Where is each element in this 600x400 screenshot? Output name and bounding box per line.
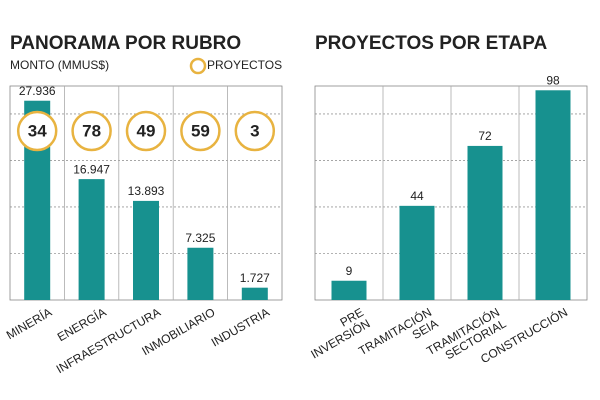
bar [241,287,268,300]
project-circle [16,110,58,152]
chart-title: PANORAMA POR RUBRO [10,33,241,54]
bar [399,205,435,300]
legend-label: PROYECTOS [207,58,282,72]
project-count: 3 [250,121,259,140]
value-label: 44 [410,189,424,203]
bar [331,280,367,300]
project-circle [71,110,112,152]
project-circle [180,110,221,152]
x-tick-label: INFRAESTRUCTURA [54,305,163,376]
chart-subtitle: MONTO (MMUS$) [10,58,109,72]
value-label: 13.893 [128,184,165,198]
value-label: 7.325 [185,231,215,245]
bar [187,247,214,300]
project-count: 49 [137,121,156,140]
x-tick-label: MINERÍA [3,304,54,342]
x-tick-label-line: INFRAESTRUCTURA [54,305,163,376]
project-count: 34 [28,121,47,140]
bar [467,145,503,300]
bar [535,90,571,300]
x-tick-label: TRAMITACIÓNSEIA [356,304,441,369]
value-label: 9 [346,264,353,278]
project-circle [125,110,167,152]
value-label: 72 [478,129,492,143]
x-tick-label: INDUSTRIA [209,305,272,349]
value-label: 27.936 [19,84,56,98]
bar [78,179,105,300]
value-label: 98 [546,73,560,87]
project-count: 78 [82,121,101,140]
value-label: 1.727 [240,271,270,285]
bar [133,200,159,300]
legend-marker [189,57,207,75]
project-count: 59 [191,121,210,140]
x-tick-label-line: INDUSTRIA [209,305,272,349]
chart-title: PROYECTOS POR ETAPA [315,33,548,54]
project-circle [234,110,276,152]
value-label: 16.947 [73,162,110,176]
x-tick-label-line: MINERÍA [3,304,54,342]
